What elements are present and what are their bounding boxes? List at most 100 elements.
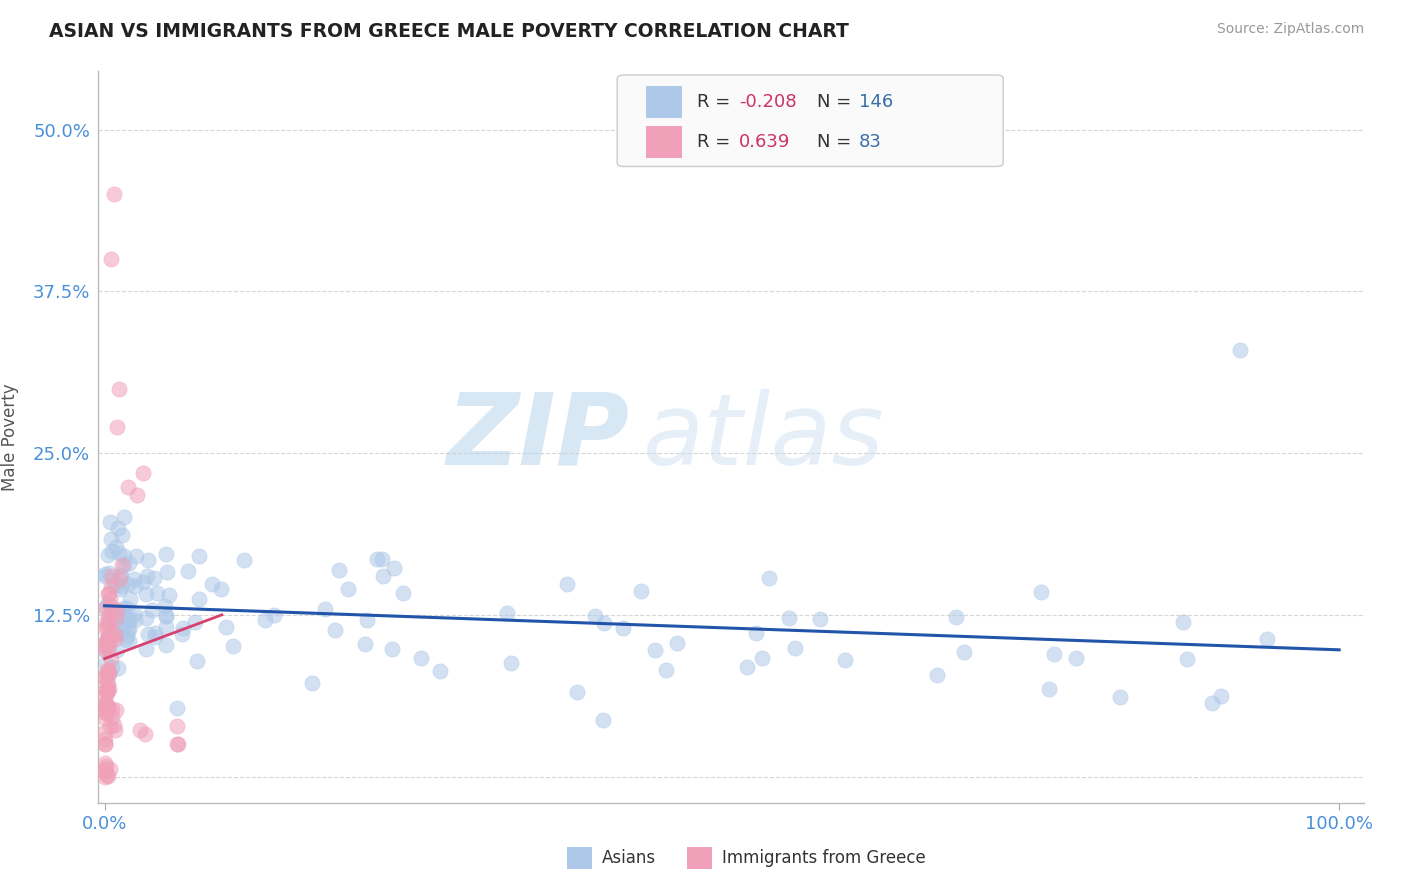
Point [104, 723, 127, 737]
Text: ASIAN VS IMMIGRANTS FROM GREECE MALE POVERTY CORRELATION CHART: ASIAN VS IMMIGRANTS FROM GREECE MALE POV… [49, 22, 849, 41]
Point [96, 619, 118, 633]
Point [94, 601, 117, 615]
Point [112, 619, 135, 633]
Point [97, 596, 120, 610]
Point [644, 643, 666, 657]
Point [188, 592, 211, 607]
Point [98, 586, 121, 600]
Point [111, 558, 134, 572]
Point [495, 606, 517, 620]
Point [97, 629, 120, 643]
Point [429, 664, 451, 678]
Point [353, 637, 375, 651]
Point [114, 611, 136, 625]
Point [94, 725, 117, 739]
Point [925, 668, 948, 682]
Point [94, 621, 117, 635]
Point [751, 651, 773, 665]
Text: N =: N = [817, 133, 858, 151]
Point [565, 685, 588, 699]
Point [104, 703, 127, 717]
Point [1211, 690, 1233, 704]
Point [117, 613, 139, 627]
Point [1029, 585, 1052, 599]
Point [94, 616, 117, 631]
Point [96, 685, 118, 699]
Point [93, 737, 115, 751]
Point [101, 568, 124, 582]
Point [124, 572, 146, 586]
Point [105, 602, 128, 616]
Point [93, 732, 115, 747]
Point [94, 568, 117, 582]
Point [97, 699, 120, 714]
Point [222, 639, 245, 653]
Point [201, 576, 224, 591]
Point [612, 621, 634, 635]
Point [97, 681, 120, 696]
Point [135, 587, 157, 601]
Point [96, 633, 118, 648]
Point [157, 588, 180, 602]
Point [98, 515, 121, 529]
Point [1229, 343, 1251, 357]
Point [98, 610, 121, 624]
Point [328, 563, 350, 577]
Point [94, 689, 117, 703]
Point [96, 768, 118, 782]
Point [155, 620, 177, 634]
Point [384, 560, 406, 574]
Point [134, 727, 156, 741]
Point [96, 706, 118, 721]
Point [630, 583, 652, 598]
Point [834, 653, 856, 667]
Point [112, 607, 135, 622]
Point [100, 659, 122, 673]
Point [110, 573, 132, 587]
Point [337, 582, 360, 597]
Point [98, 592, 121, 607]
Point [254, 613, 277, 627]
Point [96, 665, 118, 680]
Point [108, 382, 131, 396]
Point [100, 252, 122, 266]
Point [211, 582, 233, 597]
Point [94, 705, 117, 719]
Point [98, 762, 121, 776]
Point [136, 626, 159, 640]
Point [100, 579, 122, 593]
Point [100, 702, 122, 716]
Point [145, 630, 167, 644]
Point [215, 620, 238, 634]
Point [107, 661, 129, 675]
Point [172, 621, 194, 635]
Bar [567, 847, 592, 869]
Bar [647, 126, 682, 158]
Point [1038, 681, 1060, 696]
Point [110, 568, 132, 582]
Point [1201, 697, 1223, 711]
Point [94, 656, 117, 670]
Point [117, 623, 139, 637]
Point [97, 640, 120, 655]
Point [120, 613, 142, 627]
Point [105, 607, 128, 622]
Point [155, 638, 177, 652]
Point [366, 552, 388, 566]
Point [778, 611, 800, 625]
Point [808, 612, 831, 626]
Point [96, 599, 118, 614]
Point [323, 624, 346, 638]
Point [97, 548, 120, 562]
Point [155, 566, 177, 580]
Point [124, 613, 146, 627]
Point [155, 608, 177, 623]
Text: ZIP: ZIP [447, 389, 630, 485]
Point [301, 675, 323, 690]
Point [409, 651, 432, 665]
Point [94, 670, 117, 684]
Point [97, 666, 120, 681]
Point [97, 682, 120, 697]
Point [98, 719, 121, 733]
Point [98, 667, 121, 681]
